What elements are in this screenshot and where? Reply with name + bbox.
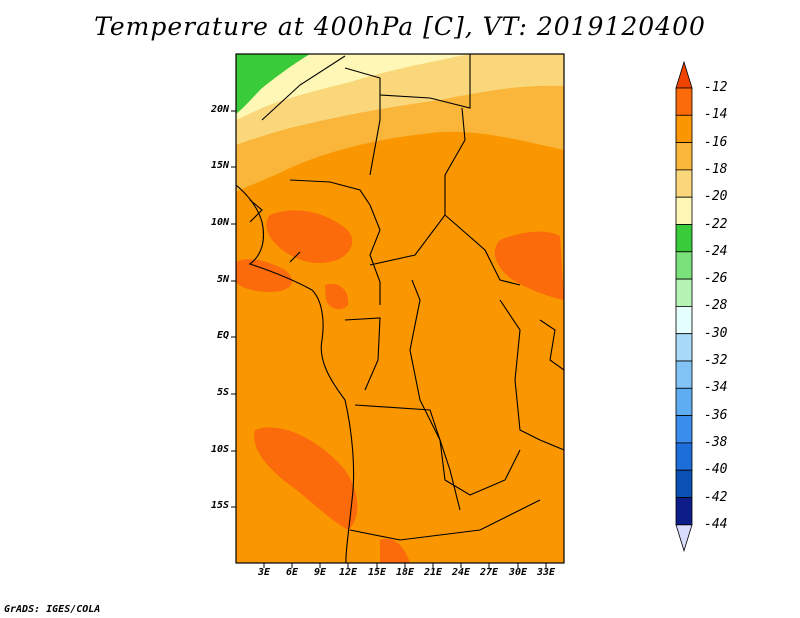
lon-label: 6E: [285, 567, 299, 578]
colorbar-label: -28: [704, 298, 728, 314]
patch-nigeria: [266, 210, 353, 264]
lon-label: 27E: [479, 567, 499, 578]
lat-label: 20N: [210, 104, 229, 115]
colorbar-box: [675, 305, 693, 335]
colorbar-box: [675, 387, 693, 416]
borders: [236, 54, 564, 563]
colorbar-label: -16: [704, 134, 728, 150]
chart-title: Temperature at 400hPa [C], VT: 201912040…: [94, 12, 706, 41]
colorbar-label: -30: [704, 325, 728, 341]
lon-label: 30E: [508, 567, 528, 578]
lat-label: 10N: [210, 217, 229, 228]
colorbar-label: -44: [704, 516, 728, 532]
colorbar-label: -40: [704, 462, 728, 478]
colorbar-label: -12: [704, 80, 728, 95]
lat-label: 15S: [210, 500, 229, 511]
map-ticks: [231, 110, 547, 568]
colorbar: [675, 60, 693, 553]
colorbar-label: -18: [704, 161, 728, 177]
lon-label: 21E: [423, 567, 443, 578]
lat-label: 15N: [210, 160, 229, 171]
patch-south: [380, 538, 410, 563]
lat-label: 10S: [210, 444, 229, 455]
colorbar-box: [675, 251, 693, 280]
patch-west: [236, 259, 293, 292]
colorbar-box: [675, 497, 693, 526]
map-field: [236, 54, 564, 563]
colorbar-box: [675, 87, 693, 116]
colorbar-label: -26: [704, 271, 728, 287]
colorbar-box: [675, 196, 693, 225]
colorbar-label: -42: [704, 489, 728, 505]
colorbar-label: -20: [704, 189, 728, 205]
lon-label: 9E: [313, 567, 327, 578]
colorbar-label: -32: [704, 353, 728, 368]
colorbar-label: -34: [704, 380, 728, 396]
patch-angola: [254, 427, 358, 530]
credit-text: GrADS: IGES/COLA: [4, 604, 101, 615]
colorbar-box: [675, 469, 693, 498]
lon-label: 18E: [395, 567, 415, 578]
map-frame: [235, 53, 565, 564]
colorbar-box: [675, 114, 693, 144]
lon-label: 33E: [536, 567, 556, 578]
colorbar-box: [675, 442, 693, 471]
colorbar-box: [675, 142, 693, 171]
colorbar-box: [675, 360, 693, 389]
colorbar-label: -36: [704, 407, 728, 423]
patch-east: [494, 231, 564, 300]
colorbar-label: -38: [704, 434, 728, 450]
colorbar-box: [675, 333, 693, 362]
lat-label: EQ: [216, 330, 229, 341]
lon-label: 12E: [338, 567, 358, 578]
lon-label: 15E: [367, 567, 387, 578]
band-22: [236, 54, 470, 120]
lon-label: 24E: [451, 567, 471, 578]
colorbar-top-arrow: [675, 60, 693, 89]
colorbar-box: [675, 169, 693, 198]
patch-cameroon: [325, 283, 349, 310]
colorbar-bottom-arrow: [675, 524, 693, 553]
colorbar-label: -22: [704, 216, 728, 232]
lon-label: 3E: [257, 567, 271, 578]
colorbar-label: -24: [704, 243, 728, 259]
lat-label: 5N: [216, 274, 229, 285]
colorbar-box: [675, 278, 693, 307]
band-24: [236, 54, 310, 114]
colorbar-box: [675, 224, 693, 253]
colorbar-box: [675, 415, 693, 444]
lat-label: 5S: [216, 387, 229, 398]
colorbar-label: -14: [704, 107, 728, 123]
